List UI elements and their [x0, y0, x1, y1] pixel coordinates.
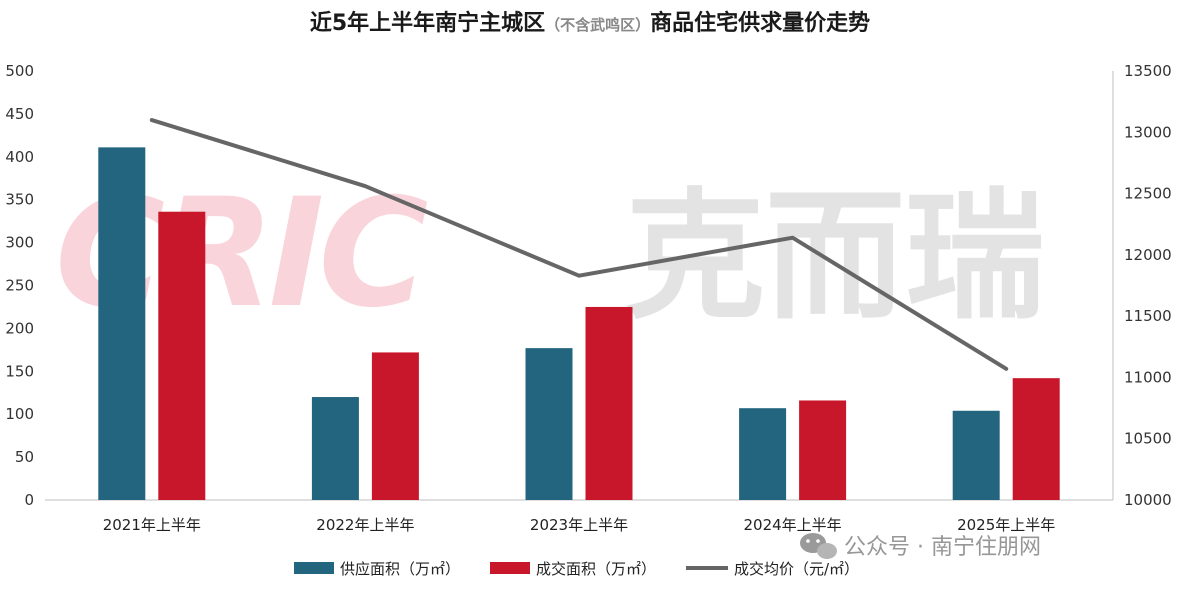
bar-supply — [739, 408, 787, 500]
y-right-tick-label: 13500 — [1124, 62, 1172, 80]
legend-label-supply: 供应面积（万㎡） — [340, 560, 460, 578]
x-category-label: 2024年上半年 — [744, 516, 842, 534]
x-category-label: 2023年上半年 — [530, 516, 628, 534]
chart-title-main-left: 近5年上半年南宁主城区 — [310, 10, 545, 36]
footer-watermark: 公众号 · 南宁住朋网 — [800, 533, 1041, 560]
chart-title: 近5年上半年南宁主城区（不含武鸣区）商品住宅供求量价走势 — [310, 10, 870, 36]
y-axis-left: 0 50 100 150 200 250 300 350 400 450 500 — [5, 62, 34, 509]
line-series — [149, 118, 1009, 371]
legend-label-price: 成交均价（元/㎡） — [734, 560, 859, 578]
bar-deal — [158, 211, 206, 500]
y-left-tick-label: 150 — [5, 362, 34, 380]
legend-label-deal: 成交面积（万㎡） — [536, 560, 656, 578]
y-left-tick-label: 350 — [5, 191, 34, 209]
y-axis-right: 10000 10500 11000 11500 12000 12500 13000 13500 — [1124, 62, 1172, 509]
y-right-tick-label: 12500 — [1124, 185, 1172, 203]
y-left-tick-label: 300 — [5, 234, 34, 252]
wechat-icon — [800, 533, 837, 559]
y-right-tick-label: 11000 — [1124, 368, 1172, 386]
bar-supply — [525, 348, 573, 500]
x-axis-categories: 2021年上半年 2022年上半年 2023年上半年 2024年上半年 2025年上半年 — [103, 516, 1056, 534]
x-category-label: 2021年上半年 — [103, 516, 201, 534]
bar-deal — [1012, 378, 1060, 500]
y-left-tick-label: 250 — [5, 277, 34, 295]
y-left-tick-label: 200 — [5, 319, 34, 337]
y-left-tick-label: 450 — [5, 105, 34, 123]
bar-supply — [952, 410, 1000, 500]
bar-deal — [585, 306, 633, 500]
bar-deal — [371, 352, 419, 500]
y-left-tick-label: 400 — [5, 148, 34, 166]
chart-title-main-right: 商品住宅供求量价走势 — [650, 10, 870, 36]
x-category-label: 2025年上半年 — [957, 516, 1055, 534]
y-right-tick-label: 11500 — [1124, 307, 1172, 325]
x-category-label: 2022年上半年 — [316, 516, 414, 534]
y-right-tick-label: 10000 — [1124, 491, 1172, 509]
y-right-tick-label: 13000 — [1124, 123, 1172, 141]
legend-swatch-supply — [294, 562, 334, 574]
y-left-tick-label: 50 — [15, 448, 34, 466]
y-left-tick-label: 100 — [5, 405, 34, 423]
y-left-tick-label: 500 — [5, 62, 34, 80]
y-left-tick-label: 0 — [24, 491, 34, 509]
legend: 供应面积（万㎡） 成交面积（万㎡） 成交均价（元/㎡） — [294, 560, 859, 578]
bar-deal — [799, 400, 847, 500]
bar-supply — [98, 147, 146, 500]
bar-supply — [311, 397, 359, 500]
legend-swatch-deal — [490, 562, 530, 574]
chart-title-subtitle: （不含武鸣区） — [545, 16, 650, 34]
y-right-tick-label: 10500 — [1124, 430, 1172, 448]
bar-series — [98, 147, 1060, 500]
footer-watermark-text: 公众号 · 南宁住朋网 — [844, 535, 1041, 560]
y-right-tick-label: 12000 — [1124, 246, 1172, 264]
watermark-brand: 克而瑞 — [625, 176, 1045, 339]
